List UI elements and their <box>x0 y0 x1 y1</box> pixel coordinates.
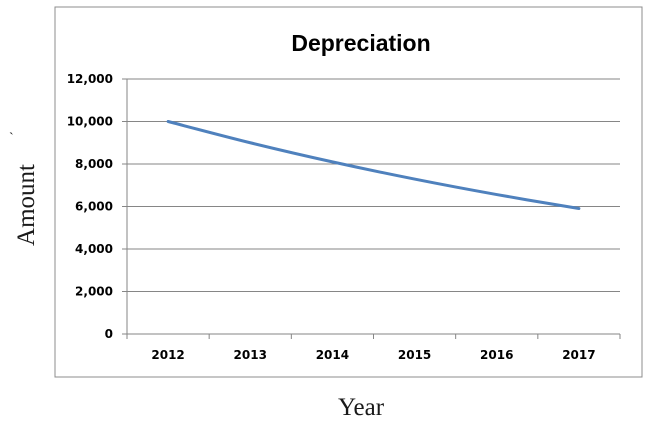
data-point <box>330 160 334 164</box>
y-tick-label: 8,000 <box>75 157 113 171</box>
data-point <box>166 120 170 124</box>
x-axis-title: Year <box>338 394 385 421</box>
x-axis-ticks: 2012 2013 2014 2015 2016 2017 <box>126 334 621 362</box>
y-axis-title-mark: ` <box>9 131 14 146</box>
y-axis-title: Amount <box>13 164 40 246</box>
chart-title: Depreciation <box>291 30 430 56</box>
y-tick-label: 0 <box>105 327 113 341</box>
chart-area-border <box>54 6 643 378</box>
x-tick-label: 2012 <box>151 348 184 362</box>
series-group <box>166 120 581 211</box>
data-point <box>577 207 581 211</box>
y-axis-ticks: 0 2,000 4,000 6,000 8,000 10,000 12,000 <box>67 72 127 341</box>
data-point <box>248 141 252 145</box>
x-tick-label: 2013 <box>234 348 267 362</box>
y-tick-label: 4,000 <box>75 242 113 256</box>
y-tick-label: 6,000 <box>75 200 113 214</box>
x-tick-label: 2017 <box>562 348 595 362</box>
data-point <box>413 177 417 181</box>
y-tick-label: 10,000 <box>67 115 113 129</box>
y-tick-label: 12,000 <box>67 72 113 86</box>
series-line <box>166 120 581 211</box>
x-tick-label: 2014 <box>316 348 349 362</box>
data-point <box>495 193 499 197</box>
y-tick-label: 2,000 <box>75 285 113 299</box>
x-tick-label: 2015 <box>398 348 431 362</box>
x-tick-label: 2016 <box>480 348 513 362</box>
gridlines <box>127 78 620 292</box>
